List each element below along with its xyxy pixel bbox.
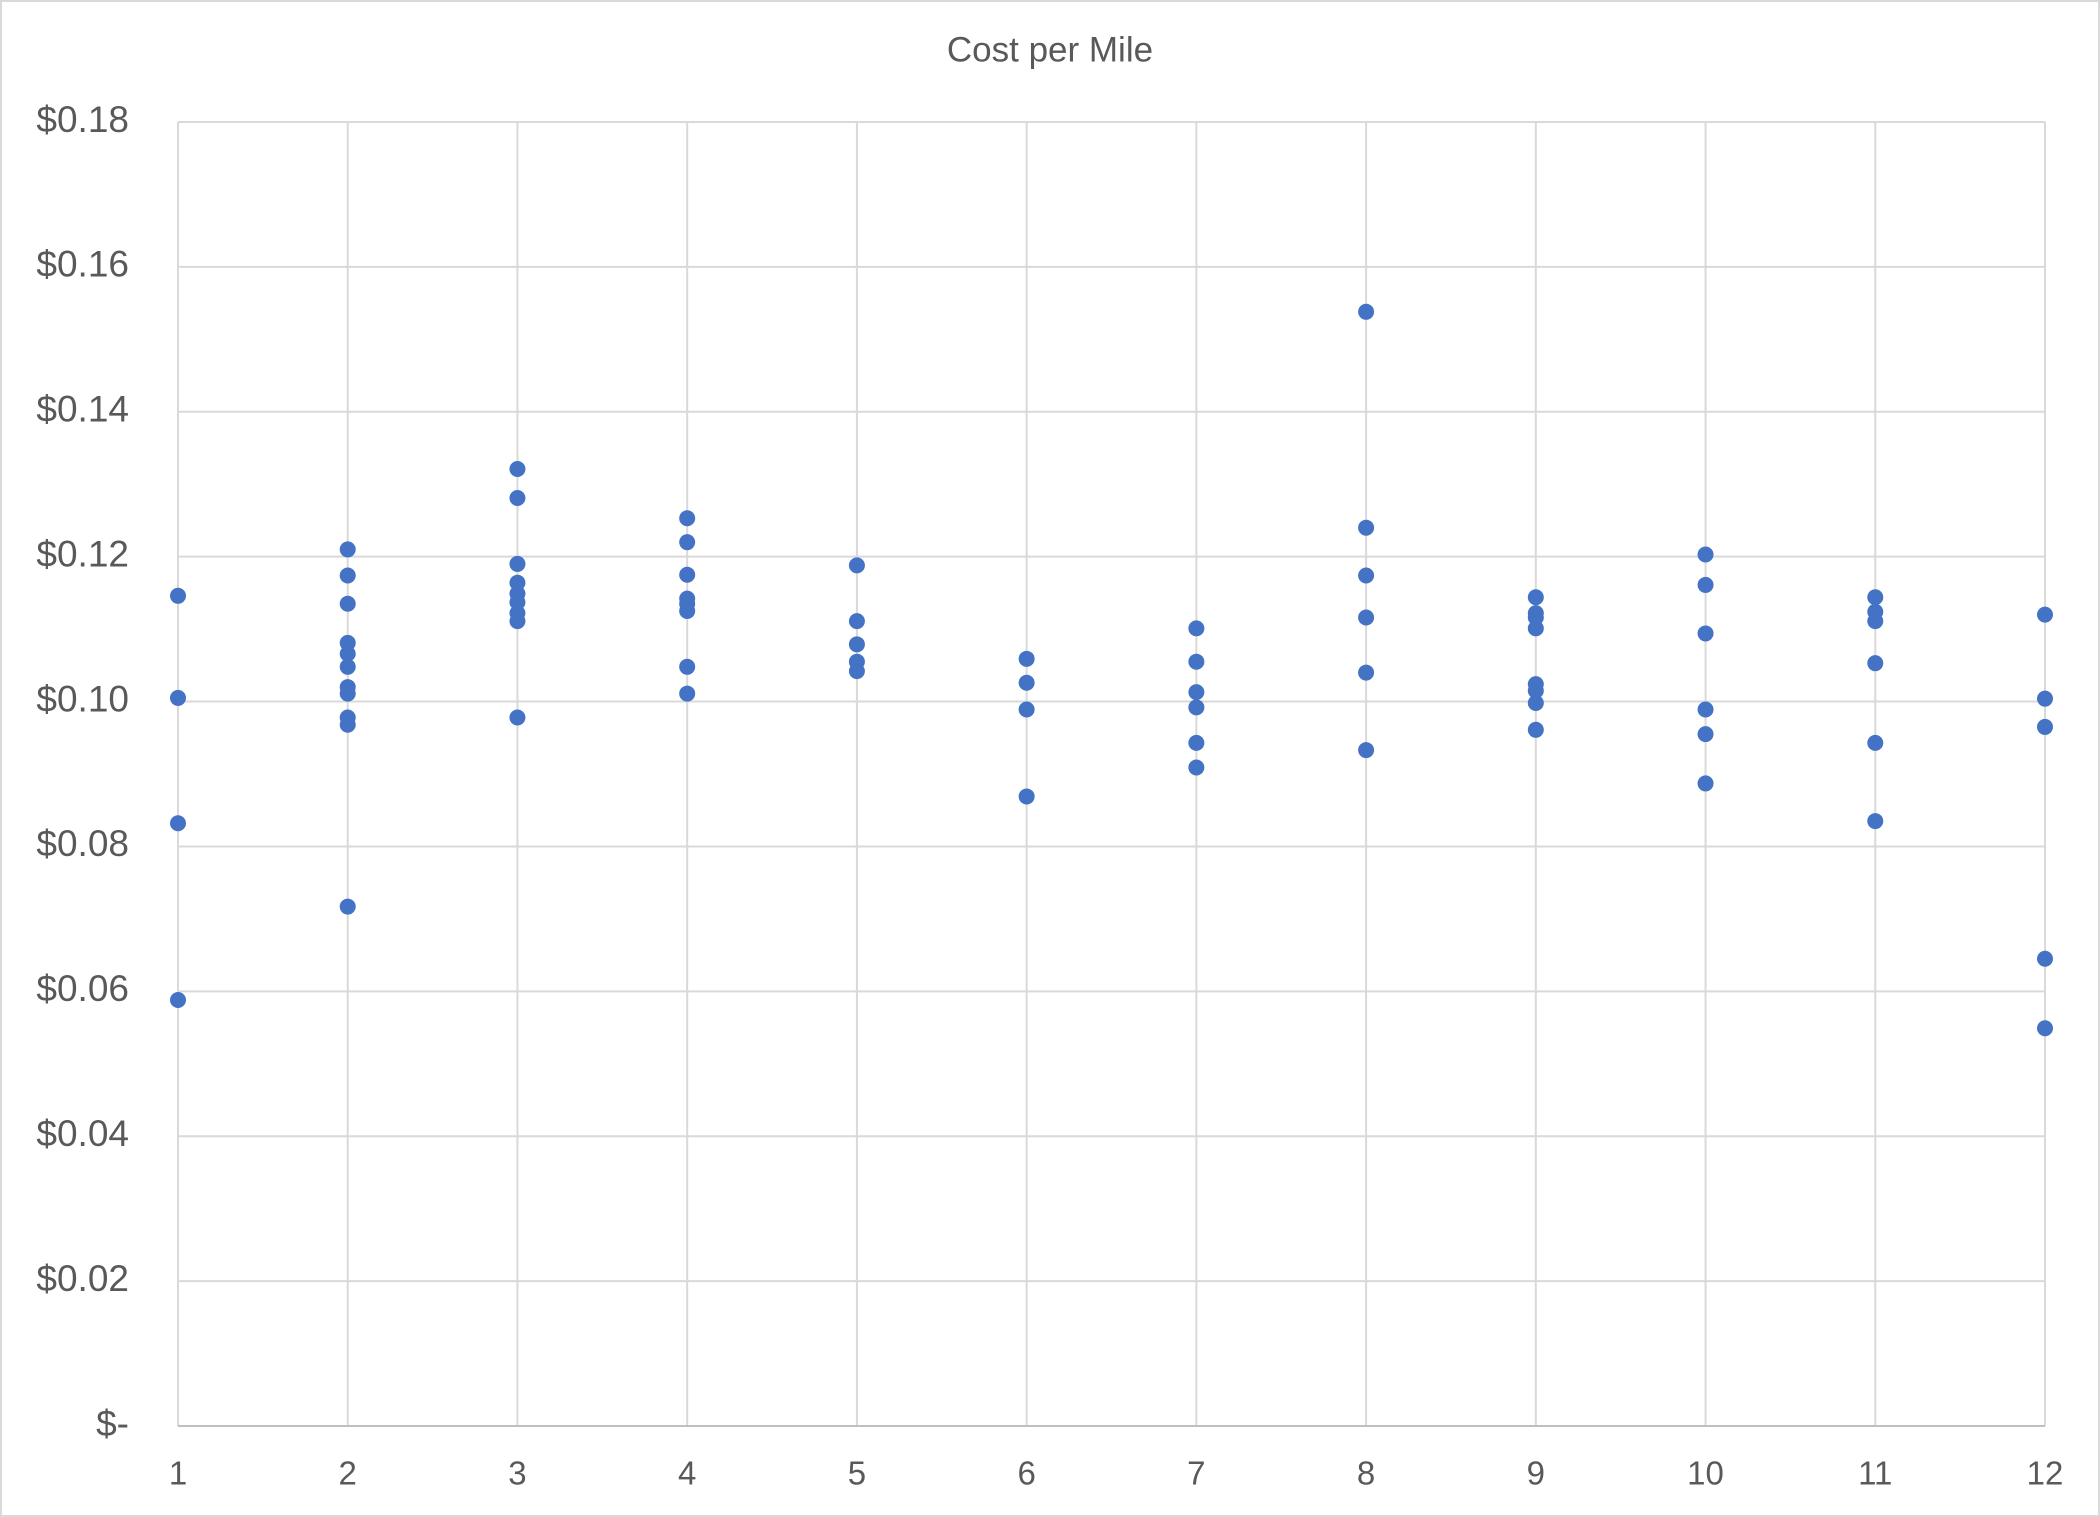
- point: [2037, 950, 2053, 967]
- point: [339, 716, 356, 733]
- point: [509, 613, 526, 630]
- point: [1018, 701, 1035, 718]
- y-tick-label: $0.14: [36, 389, 129, 430]
- point: [509, 461, 526, 478]
- point: [1358, 609, 1375, 626]
- point: [509, 489, 526, 506]
- x-tick-label: 10: [1687, 1455, 1724, 1492]
- point: [1188, 734, 1205, 751]
- point: [1697, 726, 1714, 743]
- point: [2037, 690, 2053, 707]
- point: [1867, 613, 1884, 630]
- point: [2037, 606, 2053, 623]
- point: [679, 603, 696, 619]
- point: [679, 534, 696, 551]
- point: [1188, 620, 1205, 637]
- point: [1358, 519, 1375, 536]
- point: [679, 566, 696, 583]
- point: [1188, 653, 1205, 670]
- point: [339, 541, 356, 558]
- point: [509, 555, 526, 572]
- x-tick-label: 5: [848, 1455, 866, 1492]
- point: [1188, 684, 1205, 701]
- point: [1697, 546, 1714, 563]
- y-tick-label: $0.10: [36, 678, 129, 719]
- point: [1188, 699, 1205, 716]
- y-tick-label: $0.02: [36, 1258, 129, 1299]
- point: [679, 658, 696, 675]
- point: [1358, 664, 1375, 681]
- point: [1697, 775, 1714, 792]
- point: [509, 709, 526, 726]
- point: [1867, 734, 1884, 751]
- point: [1527, 620, 1544, 637]
- point: [1527, 695, 1544, 712]
- x-tick-label: 2: [339, 1455, 357, 1492]
- chart-title: Cost per Mile: [947, 30, 1153, 69]
- point: [339, 685, 356, 702]
- x-tick-label: 7: [1187, 1455, 1205, 1492]
- point: [1018, 788, 1035, 805]
- point: [1527, 682, 1544, 699]
- point: [170, 815, 186, 832]
- y-tick-label: $0.16: [36, 244, 129, 285]
- y-tick-label: $0.18: [36, 99, 129, 140]
- y-tick-label: $0.12: [36, 533, 129, 574]
- point: [679, 685, 696, 702]
- point: [170, 587, 186, 604]
- point: [848, 663, 865, 680]
- point: [1867, 813, 1884, 830]
- point: [170, 992, 186, 1009]
- x-tick-label: 3: [508, 1455, 526, 1492]
- point: [339, 898, 356, 915]
- point: [1188, 759, 1205, 776]
- point: [1697, 701, 1714, 718]
- point: [1697, 625, 1714, 642]
- point: [339, 595, 356, 612]
- point: [679, 510, 696, 527]
- y-tick-label: $0.06: [36, 968, 129, 1009]
- x-tick-label: 9: [1527, 1455, 1545, 1492]
- x-tick-label: 4: [678, 1455, 696, 1492]
- point: [2037, 1020, 2053, 1037]
- point: [2037, 718, 2053, 735]
- point: [170, 689, 186, 706]
- point: [1358, 303, 1375, 320]
- point: [1697, 576, 1714, 593]
- x-tick-label: 8: [1357, 1455, 1375, 1492]
- point: [339, 658, 356, 675]
- point: [1018, 650, 1035, 667]
- point: [1527, 589, 1544, 606]
- y-tick-label: $0.08: [36, 823, 129, 864]
- point: [1867, 589, 1884, 606]
- x-tick-label: 12: [2027, 1455, 2064, 1492]
- point: [1358, 742, 1375, 759]
- point: [1018, 674, 1035, 691]
- point: [848, 557, 865, 574]
- point: [1527, 721, 1544, 738]
- point: [1358, 567, 1375, 584]
- y-tick-label: $0.04: [36, 1113, 129, 1154]
- point: [339, 567, 356, 584]
- point: [1867, 655, 1884, 672]
- x-tick-label: 11: [1858, 1455, 1892, 1492]
- point: [848, 613, 865, 630]
- y-tick-label: $-: [96, 1403, 129, 1444]
- point: [339, 645, 356, 662]
- x-tick-label: 6: [1017, 1455, 1035, 1492]
- x-tick-label: 1: [169, 1455, 187, 1492]
- point: [848, 636, 865, 653]
